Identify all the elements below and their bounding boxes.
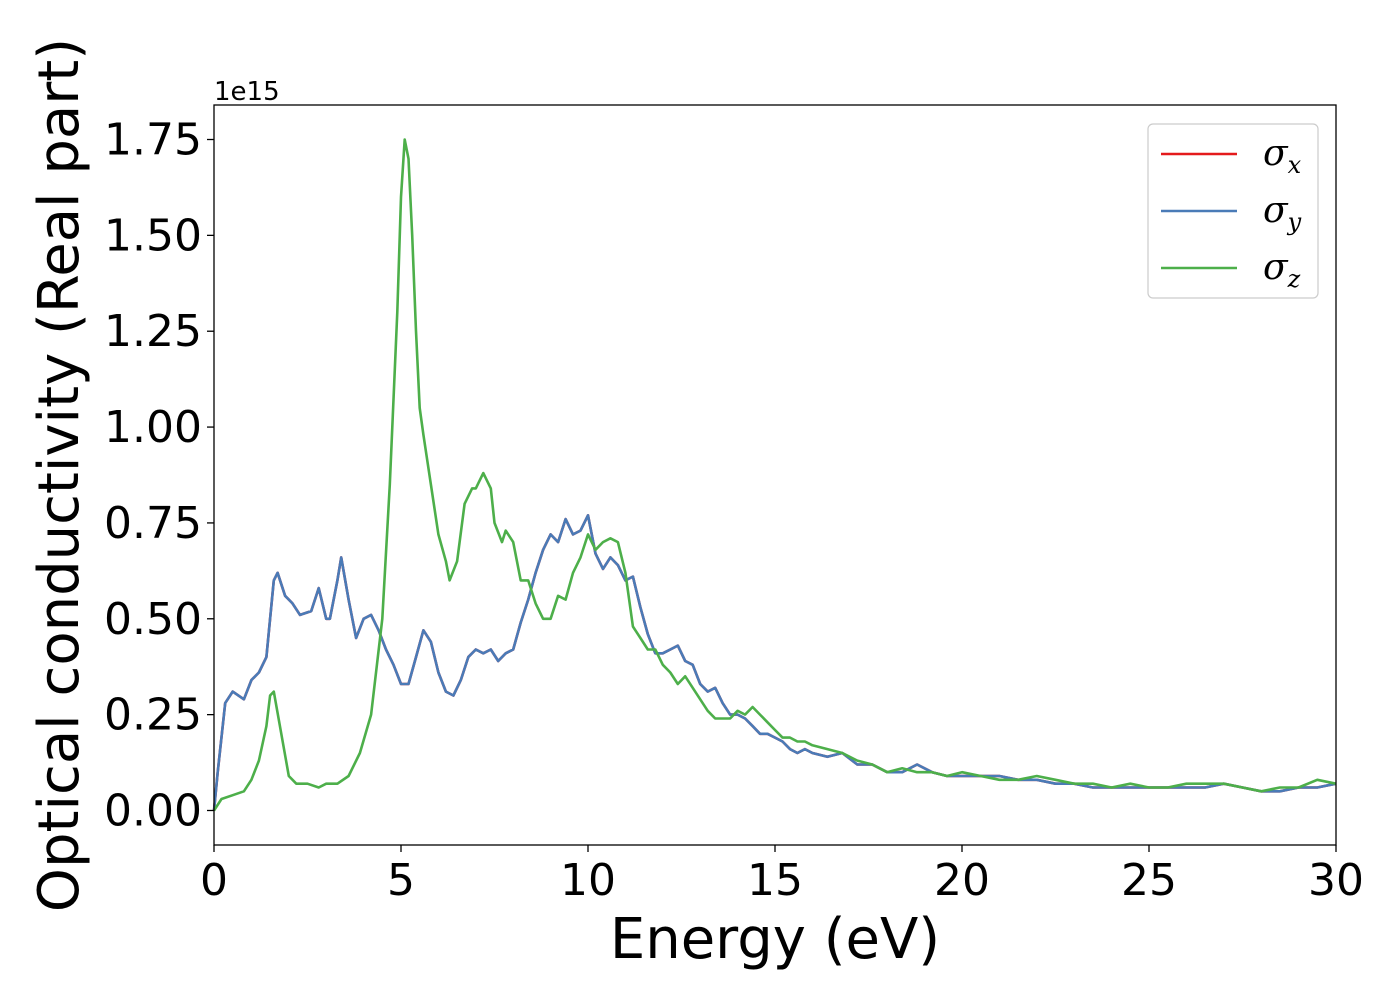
- x-tick-label: 0: [200, 855, 228, 906]
- y-axis-label: Optical conductivity (Real part): [27, 38, 92, 912]
- series-layer: [212, 138, 1337, 812]
- x-tick-label: 30: [1308, 855, 1364, 906]
- x-tick-label: 20: [934, 855, 990, 906]
- y-tick-label: 0.25: [104, 690, 202, 741]
- y-tick-label: 0.75: [104, 498, 202, 549]
- x-tick-label: 5: [387, 855, 415, 906]
- x-axis-label: Energy (eV): [610, 907, 940, 972]
- series-line-y: [212, 514, 1337, 811]
- y-tick-label: 1.50: [104, 210, 202, 261]
- series-line-z: [212, 138, 1337, 812]
- legend-label-y: σy: [1263, 190, 1302, 236]
- y-tick-label: 1.75: [104, 115, 202, 166]
- legend-label-x: σx: [1263, 133, 1302, 179]
- y-tick-label: 0.50: [104, 594, 202, 645]
- x-axis-ticks: 0 5 10 15 20 25 30: [200, 845, 1364, 906]
- x-tick-label: 10: [560, 855, 616, 906]
- y-tick-label: 1.25: [104, 306, 202, 357]
- y-offset-label: 1e15: [214, 77, 280, 107]
- x-tick-label: 15: [747, 855, 803, 906]
- legend: σx σy σz: [1147, 123, 1319, 299]
- y-axis-ticks: 0.00 0.25 0.50 0.75 1.00 1.25 1.50 1.75: [104, 115, 214, 836]
- plot-frame: [213, 104, 1337, 846]
- legend-label-z: σz: [1263, 247, 1301, 293]
- y-tick-label: 0.00: [104, 785, 202, 836]
- y-tick-label: 1.00: [104, 402, 202, 453]
- x-tick-label: 25: [1121, 855, 1177, 906]
